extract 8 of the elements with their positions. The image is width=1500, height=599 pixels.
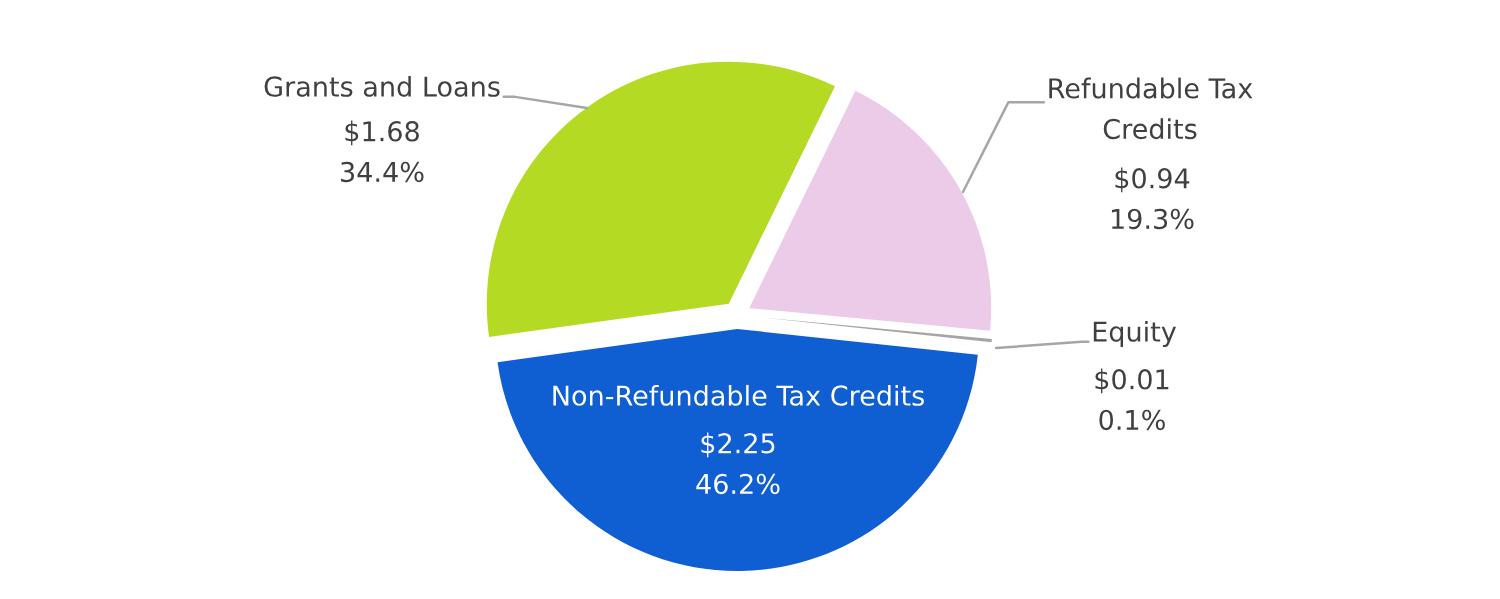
- data-label: $0.94 19.3%: [1111, 167, 1194, 230]
- slice-label: Non-Refundable Tax Credits: [553, 384, 924, 406]
- data-label: $2.25 46.2%: [696, 432, 780, 495]
- slice-label: Refundable Tax Credits: [1049, 77, 1253, 140]
- slice-label: Grants and Loans: [264, 75, 500, 97]
- slice-label: Equity: [1093, 320, 1177, 348]
- data-label: $0.01 0.1%: [1095, 368, 1169, 431]
- data-label: $1.68 34.4%: [341, 120, 424, 183]
